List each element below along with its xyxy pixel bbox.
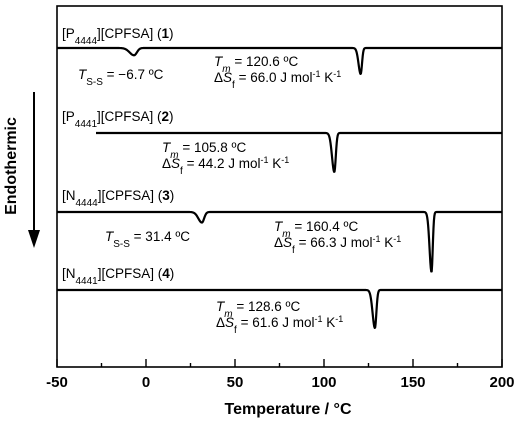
x-tick-label: 200 xyxy=(489,374,514,391)
melting-point-label: Tm = 128.6 ºC xyxy=(216,299,300,320)
x-tick-label: -50 xyxy=(46,374,68,391)
dsc-trace-1 xyxy=(56,46,503,76)
series-label-4: [N4441][CPFSA] (4) xyxy=(62,266,174,287)
series-labels: [P4444][CPFSA] (1) TS-S = −6.7 ºC Tm = 120… xyxy=(62,26,401,336)
series-label-1: [P4444][CPFSA] (1) xyxy=(62,26,174,47)
x-tick-label: 50 xyxy=(227,374,244,391)
dsc-traces xyxy=(56,46,503,329)
fusion-entropy-label: ΔSf = 61.6 J mol-1 K-1 xyxy=(216,314,343,336)
dsc-trace-2 xyxy=(95,131,503,173)
solid-solid-transition-label: TS-S = −6.7 ºC xyxy=(78,67,164,88)
dsc-trace-3 xyxy=(56,210,503,273)
y-axis-title: Endothermic xyxy=(3,117,20,215)
melting-point-label: Tm = 120.6 ºC xyxy=(214,54,298,75)
x-tick-label: 0 xyxy=(142,374,150,391)
fusion-entropy-label: ΔSf = 44.2 J mol-1 K-1 xyxy=(162,155,289,177)
dsc-trace-4 xyxy=(56,288,503,329)
series-label-2: [P4441][CPFSA] (2) xyxy=(62,109,174,130)
endothermic-arrow-head xyxy=(28,230,40,248)
fusion-entropy-label: ΔSf = 66.0 J mol-1 K-1 xyxy=(214,69,341,91)
x-axis-title: Temperature / °C xyxy=(224,401,351,418)
x-axis-ticks: -50 0 50 100 150 200 xyxy=(46,359,515,391)
melting-point-label: Tm = 160.4 ºC xyxy=(274,219,358,240)
x-tick-label: 100 xyxy=(311,374,336,391)
melting-point-label: Tm = 105.8 ºC xyxy=(162,140,246,161)
endothermic-indicator: Endothermic xyxy=(3,92,40,248)
x-tick-label: 150 xyxy=(400,374,425,391)
fusion-entropy-label: ΔSf = 66.3 J mol-1 K-1 xyxy=(274,234,401,256)
series-label-3: [N4444][CPFSA] (3) xyxy=(62,188,174,209)
solid-solid-transition-label: TS-S = 31.4 ºC xyxy=(105,229,190,250)
